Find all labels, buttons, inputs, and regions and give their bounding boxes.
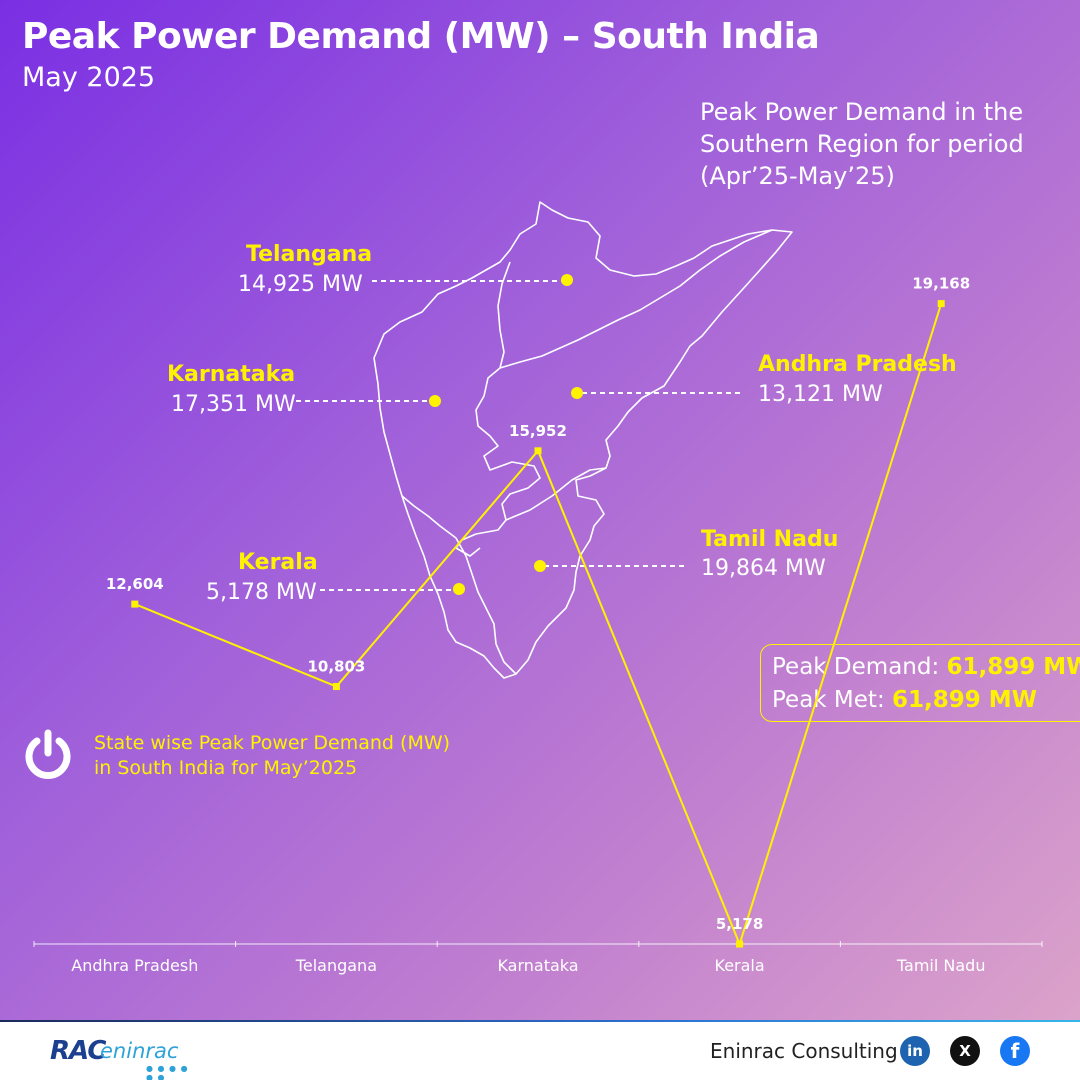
- data-point: [534, 447, 542, 455]
- peak-met-line: Peak Met: 61,899 MW: [772, 687, 1037, 713]
- series-line: [134, 303, 943, 947]
- facebook-icon[interactable]: f: [1000, 1036, 1030, 1066]
- state-value-karnataka: 17,351 MW: [171, 392, 296, 417]
- map-note: Peak Power Demand in the Southern Region…: [700, 98, 1024, 190]
- data-label: 5,178: [716, 915, 763, 933]
- state-name-kerala: Kerala: [238, 550, 318, 575]
- data-label: 15,952: [509, 422, 567, 440]
- page-subtitle: May 2025: [22, 62, 156, 93]
- marker-andhra: [571, 387, 583, 399]
- category-label: Telangana: [295, 956, 377, 975]
- chart-heading-line1: State wise Peak Power Demand (MW): [94, 732, 451, 754]
- peak-met-label: Peak Met:: [772, 687, 892, 713]
- footer: RAC eninrac ● ● ● ● ● ● Eninrac Consulti…: [0, 1022, 1080, 1080]
- border-tamilnadu: [505, 467, 607, 521]
- peak-demand-label: Peak Demand:: [772, 654, 947, 680]
- state-name-karnataka: Karnataka: [167, 362, 296, 387]
- marker-tamilnadu: [534, 560, 546, 572]
- state-value-tamilnadu: 19,864 MW: [701, 556, 826, 581]
- peak-demand-line: Peak Demand: 61,899 MW: [772, 654, 1080, 680]
- data-label: 10,803: [307, 658, 365, 676]
- state-value-kerala: 5,178 MW: [206, 580, 317, 605]
- region-outline: [373, 201, 793, 679]
- border-karnataka-andhra: [455, 367, 541, 557]
- map-outline: [373, 201, 793, 679]
- data-label: 19,168: [912, 275, 970, 293]
- peak-demand-value: 61,899 MW: [946, 654, 1080, 680]
- x-icon[interactable]: X: [950, 1036, 980, 1066]
- logo-rac-text: RAC: [50, 1036, 106, 1066]
- category-label: Andhra Pradesh: [71, 956, 198, 975]
- marker-karnataka: [429, 395, 441, 407]
- marker-kerala: [453, 583, 465, 595]
- state-name-telangana: Telangana: [246, 242, 373, 267]
- state-markers: [429, 274, 583, 595]
- linkedin-icon[interactable]: in: [900, 1036, 930, 1066]
- data-point: [736, 940, 744, 948]
- border-telangana-andhra: [499, 229, 773, 369]
- data-point: [131, 600, 139, 608]
- logo-dots: ● ● ● ● ● ●: [146, 1064, 189, 1080]
- power-icon: [25, 729, 71, 779]
- state-name-andhra: Andhra Pradesh: [758, 352, 957, 377]
- category-label: Kerala: [715, 956, 765, 975]
- peak-met-value: 61,899 MW: [892, 687, 1038, 713]
- data-label: 12,604: [106, 575, 164, 593]
- border-telangana-karnataka: [497, 261, 511, 369]
- leader-lines: [296, 280, 744, 591]
- summary-box: Peak Demand: 61,899 MW Peak Met: 61,899 …: [760, 644, 1080, 722]
- border-kerala: [401, 495, 497, 645]
- data-point: [332, 683, 340, 691]
- data-point: [937, 300, 945, 308]
- category-label: Karnataka: [497, 956, 578, 975]
- state-value-andhra: 13,121 MW: [758, 382, 883, 407]
- state-value-telangana: 14,925 MW: [238, 272, 363, 297]
- border-tamilnadu-kerala: [495, 643, 517, 675]
- logo-eninrac-text: eninrac: [100, 1039, 179, 1063]
- company-name: Eninrac Consulting: [710, 1039, 898, 1063]
- marker-telangana: [561, 274, 573, 286]
- chart-heading-line2: in South India for May’2025: [94, 757, 358, 779]
- chart-heading: State wise Peak Power Demand (MW) in Sou…: [94, 731, 514, 781]
- state-name-tamilnadu: Tamil Nadu: [701, 527, 839, 552]
- page-title: Peak Power Demand (MW) – South India: [22, 16, 820, 57]
- category-label: Tamil Nadu: [896, 956, 986, 975]
- eninrac-logo: RAC eninrac ● ● ● ● ● ●: [50, 1034, 190, 1080]
